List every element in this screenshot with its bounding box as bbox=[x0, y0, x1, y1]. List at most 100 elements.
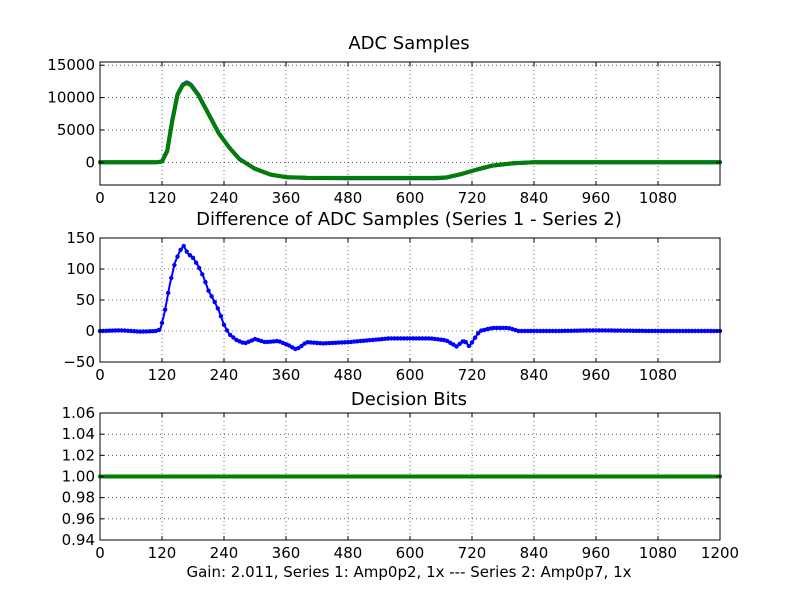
diff-sample-marker bbox=[197, 265, 202, 271]
diff-sample-marker bbox=[662, 328, 667, 334]
diff-sample-marker bbox=[624, 328, 630, 333]
diff-sample-marker bbox=[522, 328, 527, 334]
diff-sample-marker bbox=[674, 328, 679, 334]
adc-y-tick-label: 0 bbox=[85, 153, 95, 171]
diff-sample-marker bbox=[562, 328, 568, 333]
diff-sample-marker bbox=[420, 336, 425, 341]
diff-sample-marker bbox=[212, 299, 217, 305]
diff-sample-marker bbox=[209, 294, 214, 299]
diff-sample-marker bbox=[457, 341, 462, 347]
diff-sample-marker bbox=[472, 335, 478, 340]
diff-sample-marker bbox=[156, 327, 162, 333]
diff-sample-marker bbox=[147, 329, 152, 334]
diff-sample-marker bbox=[178, 247, 183, 252]
diff-sample-marker bbox=[206, 288, 211, 293]
adc-x-tick-label: 480 bbox=[334, 189, 363, 207]
bits-x-tick-label: 120 bbox=[148, 544, 177, 562]
diff-sample-marker bbox=[159, 320, 165, 326]
diff-sample-marker bbox=[262, 339, 267, 345]
diff-sample-marker bbox=[407, 336, 413, 341]
bits-x-tick-label: 1080 bbox=[639, 544, 677, 562]
diff-sample-marker bbox=[702, 328, 707, 334]
diff-sample-marker bbox=[401, 336, 406, 341]
diff-y-tick-label: 0 bbox=[85, 322, 95, 340]
diff-sample-marker bbox=[572, 328, 577, 333]
diff-sample-marker bbox=[190, 255, 196, 260]
diff-sample-marker bbox=[652, 328, 658, 334]
diff-sample-marker bbox=[389, 336, 394, 341]
diff-sample-marker bbox=[404, 336, 410, 341]
diff-sample-marker bbox=[565, 328, 571, 333]
figure-caption: Gain: 2.011, Series 1: Amp0p2, 1x --- Se… bbox=[186, 563, 631, 581]
diff-x-tick-label: 480 bbox=[334, 366, 363, 384]
diff-sample-marker bbox=[618, 328, 623, 333]
diff-sample-marker bbox=[584, 328, 589, 333]
adc-x-tick-label: 720 bbox=[458, 189, 487, 207]
diff-sample-marker bbox=[553, 328, 558, 334]
diff-sample-marker bbox=[556, 328, 561, 334]
bits-x-tick-label: 960 bbox=[582, 544, 611, 562]
diff-sample-marker bbox=[531, 328, 537, 334]
diff-sample-marker bbox=[600, 328, 605, 333]
diff-sample-marker bbox=[231, 335, 236, 340]
diff-sample-marker bbox=[172, 262, 177, 268]
diff-sample-marker bbox=[110, 328, 115, 333]
subplot-decision-bits: Decision Bits 0 120 240 360 480 600 720 840 960 1… bbox=[62, 389, 740, 562]
diff-sample-marker bbox=[596, 328, 602, 333]
diff-x-tick-label: 1080 bbox=[639, 366, 677, 384]
diff-sample-marker bbox=[386, 336, 391, 341]
diff-sample-marker bbox=[392, 336, 397, 341]
bits-y-tick-label: 1.00 bbox=[62, 468, 95, 486]
diff-sample-marker bbox=[144, 329, 149, 334]
diff-sample-marker bbox=[689, 328, 695, 334]
diff-sample-marker bbox=[141, 329, 146, 334]
bits-y-tick-label: 1.02 bbox=[62, 446, 95, 464]
diff-sample-marker bbox=[569, 328, 574, 333]
diff-sample-marker bbox=[680, 328, 685, 334]
diff-sample-marker bbox=[494, 325, 499, 331]
diff-sample-marker bbox=[547, 328, 552, 334]
bits-x-tick-label: 240 bbox=[210, 544, 239, 562]
diff-sample-marker bbox=[497, 325, 503, 331]
diff-y-tick-label: 100 bbox=[66, 260, 95, 278]
diff-sample-marker bbox=[215, 306, 220, 311]
diff-sample-marker bbox=[606, 328, 611, 333]
diff-sample-marker bbox=[299, 343, 304, 349]
diff-y-tick-label: 50 bbox=[76, 291, 95, 309]
diff-sample-marker bbox=[708, 328, 713, 334]
adc-x-tick-label: 360 bbox=[272, 189, 301, 207]
adc-x-tick-label: 120 bbox=[148, 189, 177, 207]
diff-sample-marker bbox=[528, 328, 534, 334]
diff-sample-marker bbox=[228, 332, 233, 338]
adc-x-tick-label: 0 bbox=[95, 189, 105, 207]
diff-title: Difference of ADC Samples (Series 1 - Se… bbox=[196, 209, 622, 230]
diff-sample-marker bbox=[538, 328, 543, 334]
diff-sample-marker bbox=[203, 279, 208, 285]
diff-sample-marker bbox=[454, 344, 459, 349]
diff-sample-marker bbox=[166, 290, 171, 296]
bits-x-tick-label: 840 bbox=[520, 544, 549, 562]
diff-sample-marker bbox=[138, 329, 143, 334]
diff-sample-marker bbox=[116, 328, 121, 333]
diff-sample-marker bbox=[423, 336, 428, 341]
adc-x-tick-label: 840 bbox=[520, 189, 549, 207]
diff-sample-marker bbox=[575, 328, 580, 333]
diff-sample-marker bbox=[603, 328, 608, 333]
diff-x-tick-label: 240 bbox=[210, 366, 239, 384]
subplot-difference: Difference of ADC Samples (Series 1 - Se… bbox=[63, 209, 723, 384]
diff-sample-marker bbox=[218, 314, 224, 319]
diff-sample-marker bbox=[705, 328, 710, 334]
diff-sample-marker bbox=[658, 328, 664, 334]
diff-sample-marker bbox=[466, 343, 472, 349]
diff-sample-marker bbox=[224, 328, 230, 333]
diff-sample-marker bbox=[336, 340, 341, 345]
diff-sample-marker bbox=[637, 328, 642, 333]
diff-sample-marker bbox=[665, 328, 670, 334]
diff-sample-marker bbox=[200, 272, 205, 277]
diff-sample-marker bbox=[476, 331, 481, 336]
adc-x-tick-label: 240 bbox=[210, 189, 239, 207]
diff-sample-marker bbox=[296, 345, 301, 351]
diff-sample-marker bbox=[181, 243, 186, 249]
